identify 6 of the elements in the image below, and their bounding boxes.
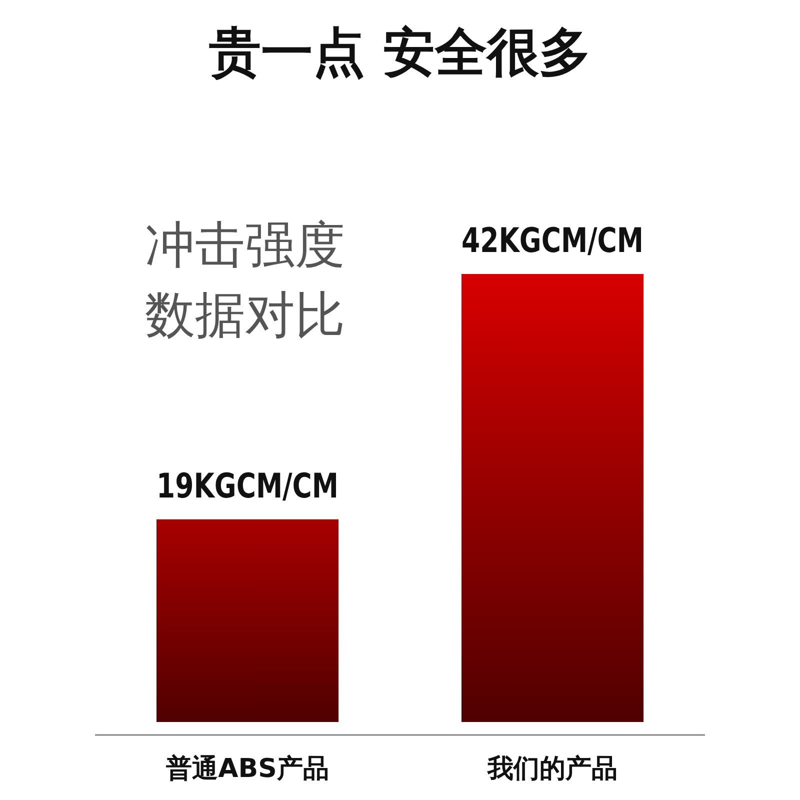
x-tick-label: 我们的产品 [486, 754, 618, 784]
chart-title: 贵一点 安全很多 [208, 23, 592, 83]
data-label: 42KGCM/CM [462, 221, 694, 261]
chart-subtitle: 冲击强度数据对比 [145, 216, 345, 344]
x-tick-label: 普通ABS产品 [165, 753, 329, 784]
data-label: 19KGCM/CM [156, 466, 388, 506]
